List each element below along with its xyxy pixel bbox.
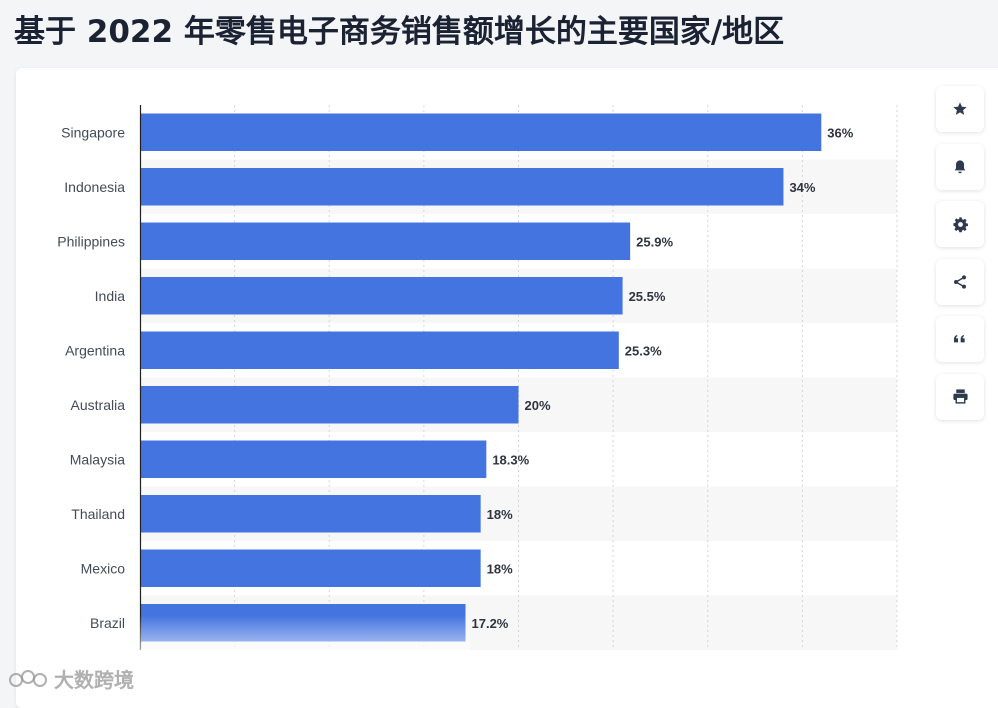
value-label: 25.9%	[636, 234, 673, 249]
print-icon	[952, 389, 968, 404]
share-icon	[954, 274, 966, 289]
category-label: Indonesia	[64, 179, 125, 195]
chart-toolbar	[936, 86, 984, 431]
gear-icon	[952, 216, 968, 232]
value-label: 20%	[525, 398, 551, 413]
bar-malaysia	[140, 440, 487, 478]
notification-button[interactable]	[936, 143, 984, 190]
bar-mexico	[140, 549, 481, 587]
quote-icon	[954, 335, 965, 343]
cite-button[interactable]	[936, 316, 984, 362]
settings-button[interactable]	[936, 201, 984, 247]
bar-chart: Singapore 36% Indonesia 34% Philippines 25.9%…	[57, 105, 898, 650]
category-label: Malaysia	[70, 451, 125, 467]
bar-philippines	[140, 222, 631, 260]
star-icon	[953, 102, 967, 115]
category-label: Thailand	[71, 506, 125, 522]
category-label: Brazil	[90, 615, 125, 631]
watermark: 大数跨境	[8, 664, 134, 693]
bar-indonesia	[140, 168, 784, 206]
value-label: 18%	[487, 561, 513, 576]
chart-card: Singapore 36% Indonesia 34% Philippines 25.9%…	[16, 68, 998, 708]
favorite-button[interactable]	[936, 86, 984, 132]
share-button[interactable]	[936, 258, 984, 305]
page-title: 基于 2022 年零售电子商务销售额增长的主要国家/地区	[14, 14, 785, 50]
value-label: 34%	[789, 180, 815, 195]
category-label: Mexico	[81, 560, 126, 576]
bar-brazil	[140, 604, 466, 642]
bar-argentina	[140, 331, 619, 369]
value-label: 17.2%	[472, 616, 509, 631]
bar-singapore	[140, 113, 822, 151]
bar-thailand	[140, 495, 481, 533]
bar-india	[140, 277, 623, 315]
watermark-logo-icon	[9, 669, 47, 687]
category-label: India	[95, 288, 126, 304]
value-label: 18.3%	[492, 452, 529, 467]
value-label: 36%	[827, 125, 853, 140]
category-label: Australia	[71, 397, 126, 413]
category-label: Philippines	[57, 233, 125, 249]
bell-icon	[954, 159, 966, 173]
category-label: Argentina	[65, 342, 125, 358]
value-label: 25.5%	[629, 289, 666, 304]
value-label: 18%	[487, 507, 513, 522]
bar-australia	[140, 386, 519, 424]
print-button[interactable]	[936, 373, 984, 420]
value-label: 25.3%	[625, 343, 662, 358]
category-label: Singapore	[61, 124, 125, 140]
watermark-text: 大数跨境	[54, 668, 134, 692]
